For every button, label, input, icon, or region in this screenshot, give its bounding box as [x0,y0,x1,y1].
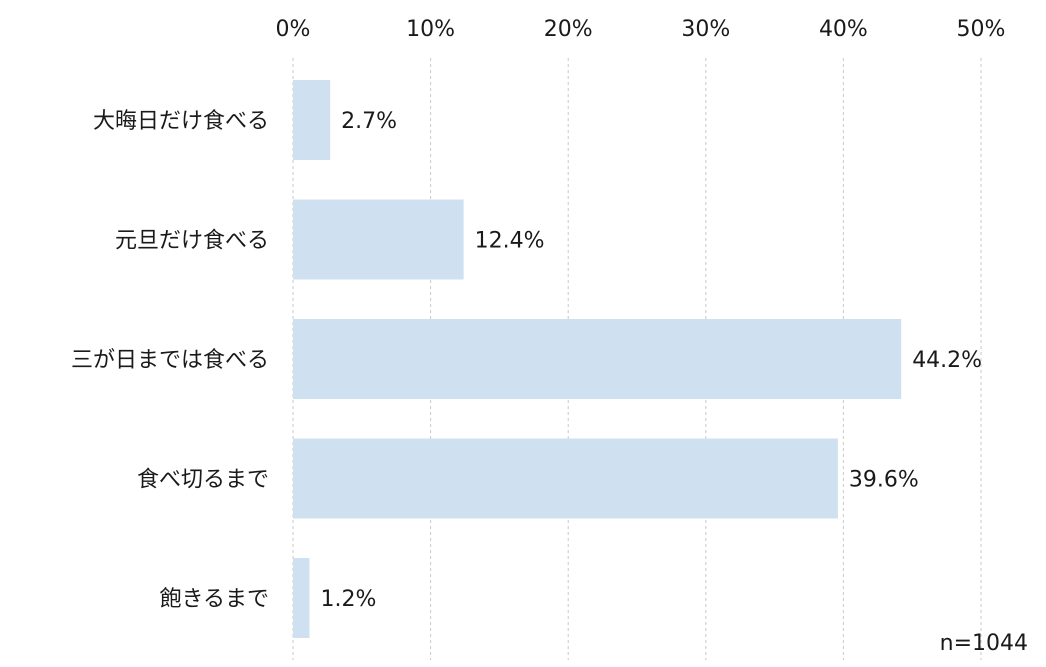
data-label: 39.6% [849,468,919,493]
category-label: 元旦だけ食べる [115,229,269,254]
category-label: 食べ切るまで [137,468,269,493]
data-label: 12.4% [475,229,545,254]
bars [293,80,902,638]
bar [293,319,902,399]
x-axis-ticks: 0% 10% 20% 30% 40% 50% [276,17,1006,42]
data-label: 1.2% [321,587,377,612]
x-tick-label: 30% [681,17,730,42]
bar [293,558,310,638]
x-tick-label: 50% [957,17,1006,42]
category-label: 大晦日だけ食べる [93,109,269,134]
x-tick-label: 0% [276,17,311,42]
bar [293,199,464,280]
sample-size-note: n=1044 [940,631,1028,656]
bar [293,438,838,519]
x-tick-label: 10% [406,17,455,42]
x-tick-label: 40% [819,17,868,42]
category-label: 三が日までは食べる [71,348,269,373]
data-label: 44.2% [912,348,982,373]
data-label: 2.7% [341,109,397,134]
value-labels: 2.7% 12.4% 44.2% 39.6% 1.2% [321,109,983,612]
bar [293,80,331,160]
x-tick-label: 20% [544,17,593,42]
category-label: 飽きるまで [159,587,269,612]
